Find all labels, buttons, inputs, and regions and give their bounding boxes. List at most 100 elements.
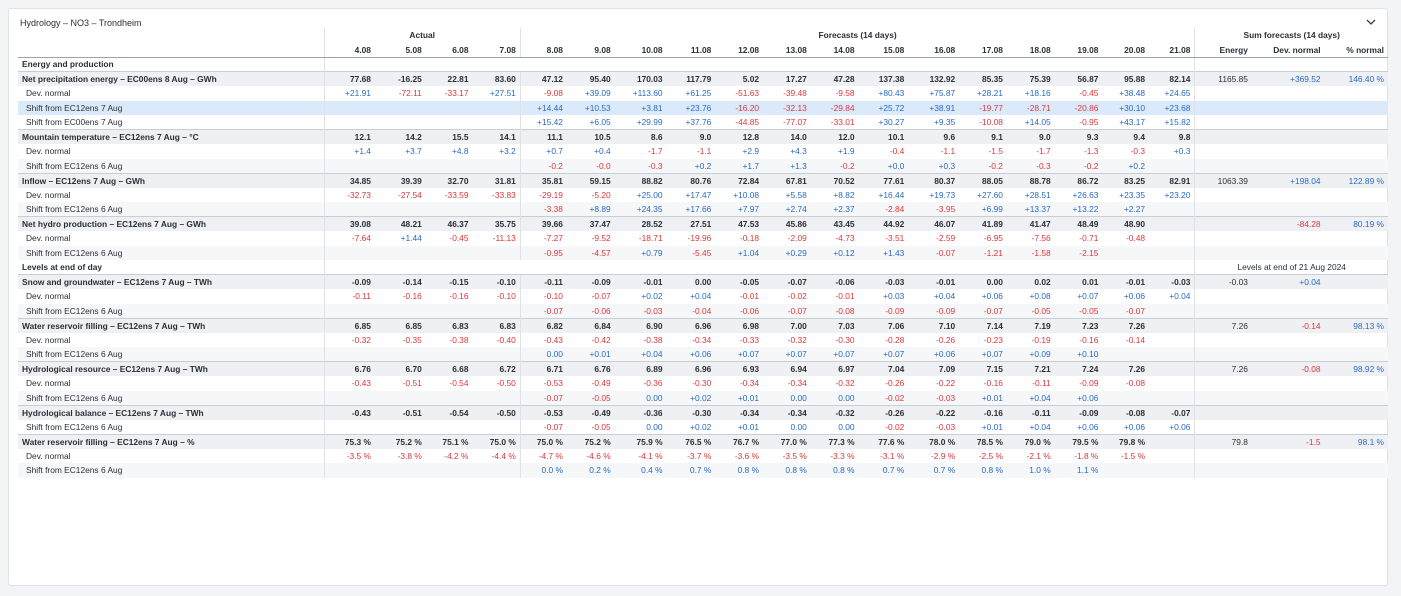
sum-cell bbox=[1252, 289, 1325, 304]
row-label: Dev. normal bbox=[26, 450, 71, 461]
metric-sub-row[interactable]: Shift from EC12ens 6 Aug -0.07 -0.05 0.00 +0… bbox=[18, 419, 1388, 434]
metric-sub-row[interactable]: Shift from EC12ens 6 Aug -0.07 -0.06 -0.03-… bbox=[18, 303, 1388, 318]
metric-row[interactable]: Inflow – EC12ens 7 Aug – GWh 34.85 39.39 32… bbox=[18, 172, 1388, 188]
value-cell: +16.44 bbox=[878, 189, 905, 200]
metric-sub-row[interactable]: Dev. normal -0.32 -0.35 -0.38 -0.40 -0.43 -0.4… bbox=[18, 332, 1388, 348]
section-header-row[interactable]: Energy and production bbox=[18, 57, 1388, 72]
date-header[interactable]: 17.08 bbox=[959, 42, 1007, 58]
date-header[interactable]: 18.08 bbox=[1006, 42, 1055, 58]
date-header[interactable]: 21.08 bbox=[1149, 42, 1195, 58]
metric-sub-row[interactable]: Shift from EC12ens 6 Aug 0.00 +0.01 +0.04 +0… bbox=[18, 347, 1388, 362]
value-cell: -0.34 bbox=[692, 334, 712, 345]
value-cell: -0.54 bbox=[425, 404, 473, 420]
metric-sub-row[interactable]: Dev. normal -0.43 -0.51 -0.54 -0.50 -0.53 -0.4… bbox=[18, 376, 1388, 391]
metric-sub-row[interactable]: Dev. normal +1.4 +3.7 +4.8 +3.2 +0.7 +0.4 -1.7 -… bbox=[18, 144, 1388, 159]
value-cell bbox=[472, 100, 521, 115]
sum-header[interactable]: Energy bbox=[1194, 42, 1252, 58]
value-cell: 78.0 % bbox=[908, 433, 960, 449]
metric-row[interactable]: Net hydro production – EC12ens 7 Aug – G… bbox=[18, 216, 1388, 231]
date-header[interactable]: 16.08 bbox=[908, 42, 960, 58]
value-cell: -1.5 % bbox=[1120, 450, 1146, 461]
metric-sub-row[interactable]: Shift from EC12ens 6 Aug 0.0 % 0.2 % 0.4 % 0… bbox=[18, 463, 1388, 478]
metric-row[interactable]: Mountain temperature – EC12ens 7 Aug – °… bbox=[18, 129, 1388, 144]
value-cell: -0.04 bbox=[666, 303, 716, 318]
date-header[interactable]: 10.08 bbox=[614, 42, 667, 58]
value-cell: 6.94 bbox=[763, 361, 811, 376]
date-header[interactable]: 20.08 bbox=[1102, 42, 1150, 58]
metric-row[interactable]: Hydrological balance – EC12ens 7 Aug – T… bbox=[18, 404, 1388, 420]
value-cell: 0.0 % bbox=[519, 463, 567, 478]
date-header[interactable]: 11.08 bbox=[666, 42, 716, 58]
value-cell bbox=[1149, 333, 1195, 348]
date-header[interactable]: 6.08 bbox=[425, 42, 473, 58]
metric-row[interactable]: Water reservoir filling – EC12ens 7 Aug … bbox=[18, 433, 1388, 449]
sum-section-label: Levels at end of 21 Aug 2024 bbox=[1194, 260, 1388, 275]
sum-cell: 1165.85 bbox=[1194, 71, 1252, 86]
metric-row[interactable]: Water reservoir filling – EC12ens 7 Aug … bbox=[18, 317, 1388, 333]
metric-sub-row[interactable]: Shift from EC12ens 6 Aug -3.38 +8.89 +24.35… bbox=[18, 202, 1388, 217]
metric-row[interactable]: Net precipitation energy – EC00ens 8 Aug… bbox=[18, 71, 1388, 86]
date-header[interactable]: 4.08 bbox=[323, 42, 375, 58]
value-cell: +10.08 bbox=[733, 189, 760, 200]
metric-sub-row[interactable]: Shift from EC12ens 6 Aug -0.07 -0.05 0.00 +0… bbox=[18, 390, 1388, 405]
row-label: Net hydro production – EC12ens 7 Aug – G… bbox=[18, 216, 325, 231]
value-cell: -0.34 bbox=[787, 378, 807, 389]
metric-sub-row[interactable]: Shift from EC12ens 6 Aug -0.2 -0.0 -0.3 +0.2… bbox=[18, 158, 1388, 173]
group-actual: Actual bbox=[323, 28, 521, 43]
metric-sub-row[interactable]: Dev. normal -0.11 -0.16 -0.16 -0.10 -0.10 -0.0… bbox=[18, 289, 1388, 304]
value-cell: 75.39 bbox=[1006, 71, 1055, 86]
value-cell bbox=[374, 463, 426, 478]
sum-cell bbox=[1324, 303, 1388, 318]
value-cell: 7.14 bbox=[959, 317, 1007, 333]
row-label: Dev. normal bbox=[26, 189, 71, 200]
sum-header[interactable]: Dev. normal bbox=[1251, 42, 1325, 58]
section-header-row[interactable]: Levels at end of day Levels at end of 21 … bbox=[18, 260, 1388, 275]
date-header[interactable]: 9.08 bbox=[566, 42, 615, 58]
value-cell bbox=[1149, 449, 1195, 464]
value-cell: -0.26 bbox=[885, 378, 905, 389]
sum-cell bbox=[1252, 144, 1325, 159]
metric-sub-row[interactable]: Dev. normal -32.73 -27.54 -33.59 -33.83 -29.1… bbox=[18, 187, 1388, 202]
value-cell: -1.1 bbox=[696, 146, 712, 157]
value-cell bbox=[374, 303, 426, 318]
date-header[interactable]: 5.08 bbox=[374, 42, 426, 58]
value-cell: 0.8 % bbox=[763, 463, 811, 478]
value-cell: -1.7 bbox=[1036, 146, 1051, 157]
value-cell: +5.58 bbox=[785, 189, 807, 200]
sum-cell: +0.04 bbox=[1251, 274, 1325, 289]
date-header[interactable]: 15.08 bbox=[858, 42, 909, 58]
date-header[interactable]: 19.08 bbox=[1054, 42, 1103, 58]
metric-sub-row[interactable]: Dev. normal -3.5 % -3.8 % -4.2 % -4.4 % -4.7 … bbox=[18, 448, 1388, 464]
value-cell bbox=[374, 100, 426, 115]
value-cell bbox=[1102, 463, 1150, 478]
date-header[interactable]: 7.08 bbox=[472, 42, 521, 58]
metric-row[interactable]: Hydrological resource – EC12ens 7 Aug – … bbox=[18, 361, 1388, 376]
sum-header[interactable]: % normal bbox=[1324, 42, 1388, 58]
value-cell: 9.4 bbox=[1102, 129, 1150, 144]
value-cell: +0.07 bbox=[715, 347, 764, 362]
value-cell bbox=[1149, 463, 1195, 478]
date-header-row: 4.08 5.08 6.08 7.08 8.08 9.08 10.08 11.08 12.08 1… bbox=[18, 42, 1388, 58]
date-header[interactable]: 14.08 bbox=[810, 42, 859, 58]
value-cell: -0.10 bbox=[472, 274, 521, 289]
value-cell: -6.95 bbox=[983, 233, 1003, 244]
value-cell: -0.07 bbox=[1149, 404, 1195, 420]
row-label: Shift from EC12ens 7 Aug bbox=[18, 100, 325, 115]
value-cell: 32.70 bbox=[425, 172, 473, 188]
metric-sub-row[interactable]: Dev. normal -7.64 +1.44 -0.45 -11.13 -7.27 -9.… bbox=[18, 231, 1388, 246]
metric-sub-row[interactable]: Shift from EC00ens 7 Aug +15.42 +6.05 +29.9… bbox=[18, 115, 1388, 130]
value-cell: -3.3 % bbox=[830, 450, 855, 461]
date-header[interactable]: 8.08 bbox=[519, 42, 567, 58]
metric-row[interactable]: Snow and groundwater – EC12ens 7 Aug – T… bbox=[18, 274, 1388, 289]
sum-cell bbox=[1194, 332, 1252, 347]
sum-cell bbox=[1251, 158, 1325, 173]
metric-sub-row[interactable]: Shift from EC12ens 7 Aug +14.44 +10.53 +3.8… bbox=[18, 100, 1388, 115]
date-header[interactable]: 13.08 bbox=[763, 42, 811, 58]
value-cell: -3.6 % bbox=[734, 450, 760, 461]
value-cell bbox=[1149, 231, 1195, 246]
metric-sub-row[interactable]: Dev. normal +21.91 -72.11 -33.17 +27.51 -9.08… bbox=[18, 86, 1388, 101]
value-cell: 9.0 bbox=[1006, 129, 1055, 144]
date-header[interactable]: 12.08 bbox=[715, 42, 764, 58]
metric-sub-row[interactable]: Shift from EC12ens 6 Aug -0.95 -4.57 +0.79-… bbox=[18, 245, 1388, 260]
chevron-down-icon[interactable] bbox=[1365, 16, 1377, 28]
